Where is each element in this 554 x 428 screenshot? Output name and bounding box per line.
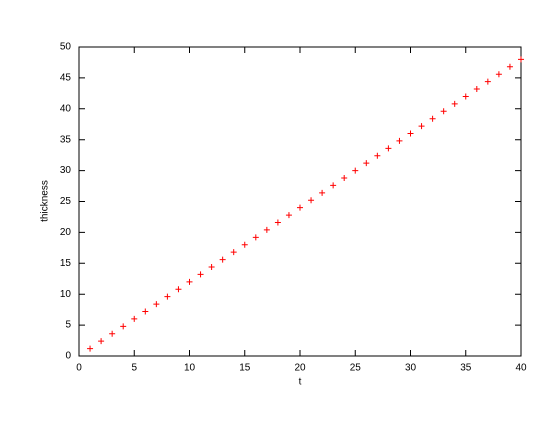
data-point — [451, 100, 458, 107]
y-tick-label: 15 — [60, 258, 72, 269]
data-point — [462, 93, 469, 100]
data-point — [363, 160, 370, 167]
data-point — [120, 323, 127, 330]
y-tick-label: 0 — [65, 351, 71, 362]
data-point — [506, 63, 513, 70]
data-point — [186, 278, 193, 285]
data-point — [418, 123, 425, 130]
data-point — [208, 264, 215, 271]
y-tick-label: 25 — [60, 196, 72, 207]
data-point — [352, 167, 359, 174]
data-point — [109, 330, 116, 337]
x-axis-label: t — [299, 377, 302, 388]
data-point — [175, 286, 182, 293]
x-tick-label: 30 — [405, 363, 417, 374]
x-tick-label: 35 — [460, 363, 472, 374]
data-point — [385, 145, 392, 152]
x-tick-label: 15 — [239, 363, 251, 374]
y-tick-label: 45 — [60, 73, 72, 84]
x-tick-label: 25 — [350, 363, 362, 374]
data-point — [297, 204, 303, 211]
y-tick-label: 20 — [60, 227, 72, 238]
data-point — [484, 78, 491, 85]
data-point — [495, 71, 502, 78]
data-point — [285, 212, 292, 219]
data-point — [473, 86, 480, 93]
data-point — [153, 301, 160, 308]
data-point — [274, 219, 281, 226]
y-tick-label: 50 — [60, 42, 72, 53]
data-point — [407, 130, 414, 137]
data-point — [308, 197, 315, 204]
data-point — [164, 293, 171, 300]
data-point — [131, 315, 138, 322]
data-point — [319, 189, 326, 196]
data-point — [341, 175, 348, 182]
y-tick-label: 35 — [60, 134, 72, 145]
x-tick-label: 0 — [76, 363, 82, 374]
data-point — [241, 241, 248, 248]
y-tick-label: 5 — [65, 320, 71, 331]
x-tick-label: 5 — [131, 363, 137, 374]
y-axis-label: thickness — [40, 180, 51, 222]
data-point — [330, 182, 337, 189]
y-tick-label: 40 — [60, 103, 72, 114]
data-point — [98, 338, 105, 345]
x-tick-label: 10 — [184, 363, 196, 374]
data-point — [429, 115, 436, 122]
data-point — [142, 308, 149, 315]
data-point — [219, 256, 226, 263]
data-point — [230, 249, 237, 256]
data-point — [518, 56, 524, 63]
x-tick-label: 20 — [294, 363, 306, 374]
y-tick-label: 10 — [60, 289, 72, 300]
data-point — [440, 108, 447, 115]
x-tick-label: 40 — [515, 363, 527, 374]
data-point — [374, 152, 381, 159]
data-point — [252, 234, 259, 241]
data-point — [87, 345, 94, 352]
data-point — [197, 271, 204, 278]
data-point — [396, 137, 403, 144]
data-point — [263, 226, 270, 233]
y-tick-label: 30 — [60, 165, 72, 176]
